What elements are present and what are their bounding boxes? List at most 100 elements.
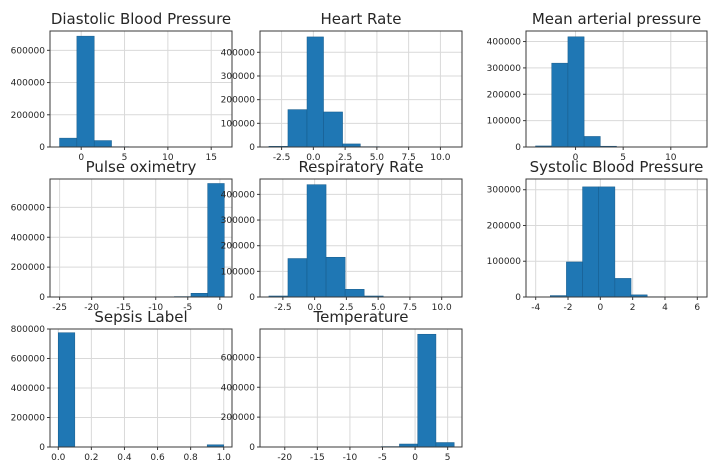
y-tick-label: 200000 [221,96,256,106]
histogram-bar [306,184,327,298]
subplot-title: Diastolic Blood Pressure [51,10,231,28]
x-tick-label: -10 [148,303,163,313]
x-tick-label: 0 [573,153,579,163]
x-tick-label: 10.0 [430,153,450,163]
y-tick-label: 800000 [11,325,46,335]
x-tick-label: 5 [122,153,128,163]
x-tick-label: 0 [217,303,223,313]
histogram-bar [567,36,585,148]
x-tick-label: 0.6 [150,453,165,463]
y-tick-label: 300000 [221,216,256,226]
subplot-title: Temperature [312,308,408,326]
x-tick-label: -20 [84,303,99,313]
x-tick-label: 5.0 [370,153,385,163]
histogram-bar [614,278,632,298]
x-tick-label: 5.0 [371,303,386,313]
histogram-bar [59,137,78,148]
y-tick-label: 300000 [487,64,522,74]
histogram-bar [344,289,365,298]
histogram-bar [325,256,346,298]
histogram-bar [306,36,324,148]
x-tick-label: -10 [343,453,358,463]
histogram-bar [435,442,455,448]
plot-frame [49,178,233,298]
y-tick-label: 0 [515,293,521,303]
x-tick-label: 4 [662,303,668,313]
y-tick-label: 400000 [221,48,256,58]
subplot-heart-rate: -2.5 0.0 2.5 5.0 7.5 10.0 0 100000 200000 300000 4… [221,10,463,163]
y-tick-label: 600000 [11,203,46,213]
subplot-title: Respiratory Rate [298,158,423,176]
y-tick-label: 0 [249,293,255,303]
y-tick-label: 600000 [221,353,256,363]
y-tick-label: 100000 [221,119,256,129]
x-tick-label: -4 [531,303,540,313]
y-tick-label: 400000 [11,384,46,394]
plot-frame [525,178,708,298]
y-tick-label: 200000 [487,221,522,231]
x-tick-label: 0.4 [117,453,132,463]
x-tick-label: 2.5 [339,303,353,313]
histogram-bar [582,186,599,298]
y-tick-label: 100000 [221,267,256,277]
y-tick-label: 0 [39,443,45,453]
histogram-bar [551,62,569,148]
subplot-mean-arterial-pressure: 0 5 10 0 100000 200000 300000 400000 Mean arteri… [487,10,708,163]
histogram-bar [566,261,583,298]
x-tick-label: 1.0 [217,453,232,463]
x-tick-label: 0.0 [307,303,322,313]
y-tick-label: 400000 [487,38,522,48]
y-tick-label: 200000 [221,413,256,423]
subplot-title: Systolic Blood Pressure [530,158,704,176]
subplot-sepsis-label: 0.0 0.2 0.4 0.6 0.8 1.0 0 200000 400000 600000 800… [11,308,233,463]
x-tick-label: 0 [597,303,603,313]
plot-frame [49,30,233,148]
x-tick-label: 0 [412,453,418,463]
x-tick-label: 0.0 [51,453,66,463]
x-tick-label: 10 [162,153,174,163]
y-tick-label: 100000 [487,257,522,267]
x-tick-label: 0.8 [183,453,198,463]
x-tick-label: -5 [183,303,192,313]
plot-frame [259,30,463,148]
x-tick-label: -2.5 [274,303,292,313]
x-tick-label: 10.0 [432,303,452,313]
subplot-respiratory-rate: -2.5 0.0 2.5 5.0 7.5 10.0 0 100000 200000 300000 4… [221,158,463,313]
subplot-temperature: -20 -15 -10 -5 0 5 0 200000 400000 600000 Temperat… [221,308,463,463]
x-tick-label: 5 [620,153,626,163]
x-tick-label: 7.5 [401,153,415,163]
x-tick-label: 2.5 [338,153,352,163]
x-tick-label: -15 [116,303,131,313]
y-tick-label: 400000 [11,233,46,243]
subplot-diastolic-blood-pressure: 0 5 10 15 0 200000 400000 600000 Diastolic Blood… [11,10,233,163]
histogram-bar [76,35,95,148]
subplot-title: Mean arterial pressure [532,10,701,28]
histogram-bar [583,136,601,148]
y-tick-label: 200000 [11,111,46,121]
x-tick-label: 0 [78,153,84,163]
plot-frame [259,328,463,448]
x-tick-label: 5 [445,453,451,463]
histogram-bar [93,140,112,148]
y-tick-label: 0 [249,443,255,453]
x-tick-label: -25 [52,303,67,313]
x-tick-label: 10 [665,153,677,163]
histogram-bar [58,332,76,448]
x-tick-label: -5 [378,453,387,463]
histogram-bar [287,109,308,148]
histogram-bar [598,186,616,298]
y-tick-label: 400000 [11,79,46,89]
y-tick-label: 600000 [11,355,46,365]
x-tick-label: 7.5 [403,303,417,313]
plot-frame [259,178,463,298]
histogram-bar [207,183,225,298]
y-tick-label: 0 [39,293,45,303]
x-tick-label: -15 [310,453,325,463]
plot-frame [525,30,708,148]
y-tick-label: 100000 [487,117,522,127]
x-tick-label: -2 [564,303,573,313]
y-tick-label: 400000 [221,190,256,200]
subplot-pulse-oximetry: -25 -20 -15 -10 -5 0 0 200000 400000 600000 Pulse … [11,158,233,313]
subplot-title: Pulse oximetry [86,158,197,176]
